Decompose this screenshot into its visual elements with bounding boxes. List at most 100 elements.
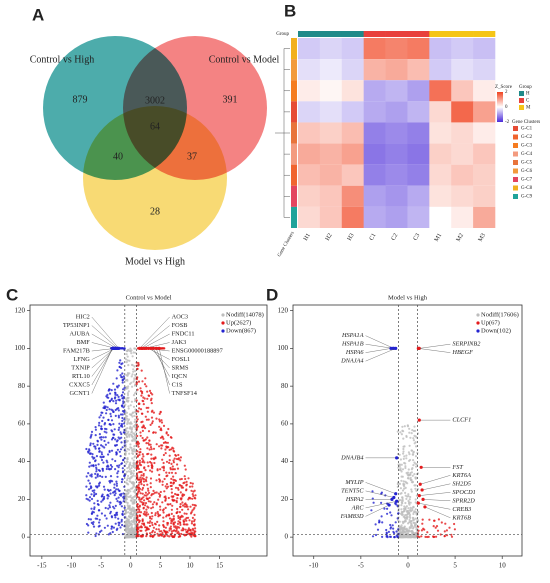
background-dot — [156, 469, 159, 472]
heat-cell — [429, 38, 452, 60]
leader-line — [91, 316, 120, 349]
gene-label: FOSB — [172, 322, 188, 329]
background-dot — [436, 529, 440, 532]
background-dot — [161, 347, 164, 350]
background-dot — [135, 526, 139, 529]
heat-cell — [473, 80, 496, 102]
background-dot — [90, 497, 94, 501]
background-dot — [122, 500, 125, 503]
background-dot — [185, 480, 188, 483]
background-dot — [122, 395, 125, 398]
background-dot — [128, 504, 131, 507]
background-dot — [139, 408, 143, 411]
background-dot — [152, 489, 155, 492]
background-dot — [132, 459, 135, 462]
gene-label: KRT6B — [451, 514, 471, 521]
background-dot — [116, 448, 119, 451]
background-dot — [161, 435, 164, 438]
background-dot — [131, 439, 134, 442]
background-dot — [176, 497, 179, 500]
background-dot — [177, 516, 180, 520]
background-dot — [126, 349, 129, 352]
background-dot — [400, 479, 403, 482]
background-dot — [129, 443, 132, 446]
background-dot — [194, 534, 197, 538]
background-dot — [98, 433, 101, 436]
background-dot — [120, 394, 124, 397]
background-dot — [415, 445, 418, 448]
heat-cell — [385, 164, 408, 186]
background-dot — [421, 518, 424, 521]
background-dot — [418, 536, 421, 539]
background-dot — [100, 500, 103, 503]
background-dot — [149, 391, 152, 395]
background-dot — [192, 529, 195, 532]
panel-letter: B — [284, 1, 296, 20]
heat-cell — [429, 122, 452, 144]
background-dot — [191, 482, 194, 485]
background-dot — [132, 448, 135, 451]
background-dot — [169, 481, 172, 484]
background-dot — [109, 532, 112, 535]
background-dot — [152, 492, 155, 495]
background-dot — [109, 415, 113, 418]
background-dot — [102, 436, 105, 439]
heat-cell — [473, 59, 496, 81]
background-dot — [404, 486, 407, 489]
background-dot — [148, 389, 152, 392]
background-dot — [85, 494, 88, 497]
background-dot — [414, 498, 417, 501]
heat-cell — [473, 206, 496, 228]
background-dot — [410, 449, 414, 452]
background-dot — [98, 416, 101, 419]
background-dot — [172, 499, 176, 502]
background-dot — [102, 401, 105, 404]
background-dot — [161, 466, 164, 469]
background-dot — [137, 483, 140, 486]
background-dot — [148, 443, 151, 446]
heat-cell — [298, 122, 321, 144]
background-dot — [187, 527, 190, 530]
background-dot — [409, 506, 412, 509]
background-dot — [191, 533, 194, 536]
background-dot — [395, 530, 398, 533]
heat-cell — [407, 101, 430, 123]
background-dot — [119, 500, 122, 503]
background-dot — [122, 497, 125, 500]
leader-line — [365, 348, 396, 362]
column-label: H2 — [325, 233, 334, 242]
background-dot — [415, 489, 418, 492]
colorbar — [497, 92, 503, 122]
legend-label: G-C5 — [521, 161, 533, 166]
background-dot — [184, 528, 187, 531]
background-dot — [95, 466, 98, 469]
background-dot — [410, 478, 413, 482]
background-dot — [137, 467, 140, 470]
heat-cell — [319, 206, 343, 228]
heat-cell — [363, 80, 386, 102]
background-dot — [144, 377, 147, 380]
cluster-bar — [291, 206, 297, 228]
gene-point — [387, 503, 391, 507]
plot-frame — [29, 304, 268, 557]
y-tick-label: 40 — [18, 457, 26, 465]
background-dot — [185, 483, 188, 486]
leader-line — [91, 333, 117, 349]
background-dot — [164, 448, 167, 451]
background-dot — [141, 429, 144, 432]
background-dot — [397, 519, 400, 522]
background-dot — [183, 512, 186, 515]
background-dot — [166, 441, 169, 444]
background-dot — [163, 534, 166, 537]
background-dot — [409, 471, 412, 475]
background-dot — [154, 514, 157, 517]
background-dot — [114, 492, 117, 495]
background-dot — [115, 440, 118, 443]
background-dot — [94, 426, 97, 429]
background-dot — [374, 523, 377, 526]
background-dot — [121, 379, 124, 382]
background-dot — [399, 467, 402, 470]
leader-line — [424, 506, 451, 518]
x-tick-label: -5 — [98, 562, 104, 570]
background-dot — [143, 494, 146, 497]
